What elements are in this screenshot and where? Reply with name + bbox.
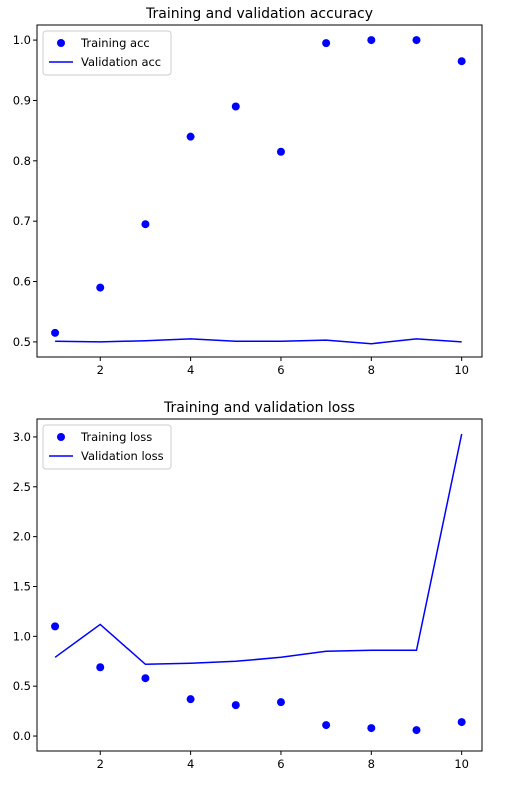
x-tick-label: 2: [97, 757, 104, 771]
y-tick-label: 0.5: [13, 335, 31, 349]
loss-chart: Training and validation loss 2 4 6 8 10 0.0 0.5…: [13, 400, 483, 771]
data-point: [186, 695, 195, 704]
data-point: [141, 674, 150, 683]
data-point: [231, 102, 240, 111]
legend-label: Training loss: [80, 430, 152, 444]
x-tick-label: 10: [454, 757, 469, 771]
data-point: [276, 698, 285, 707]
y-tick-label: 0.8: [13, 154, 31, 168]
x-tick-label: 6: [277, 757, 284, 771]
y-tick-label: 0.9: [13, 93, 31, 107]
x-tick-label: 4: [187, 363, 194, 377]
x-tick-label: 8: [368, 757, 375, 771]
data-point: [96, 663, 105, 672]
plot-frame: [36, 24, 483, 358]
y-tick-label: 0.6: [13, 275, 31, 289]
data-point: [276, 147, 285, 156]
y-tick-label: 1.5: [13, 579, 31, 593]
data-point: [96, 283, 105, 292]
y-tick-label: 2.5: [13, 480, 31, 494]
data-point: [141, 220, 150, 229]
series-line-1: [54, 433, 463, 666]
data-point: [412, 36, 421, 45]
data-point: [51, 622, 60, 631]
legend-box: [42, 30, 172, 76]
y-tick-label: 3.0: [13, 430, 31, 444]
chart-title: Training and validation accuracy: [145, 6, 373, 22]
accuracy-chart: Training and validation accuracy 2 4 6 8 10 0.…: [13, 6, 483, 377]
y-tick-label: 0.7: [13, 214, 31, 228]
data-point: [322, 39, 331, 48]
y-tick-label: 0.0: [13, 729, 31, 743]
legend-label: Training acc: [80, 36, 150, 50]
legend-marker-swatch: [57, 39, 65, 47]
x-tick-label: 4: [187, 757, 194, 771]
data-point: [186, 132, 195, 141]
y-tick-label: 1.0: [13, 33, 31, 47]
legend-marker-swatch: [57, 433, 65, 441]
data-point: [367, 724, 376, 733]
y-tick-label: 1.0: [13, 629, 31, 643]
data-point: [367, 36, 376, 45]
data-point: [457, 718, 466, 727]
series-line-1: [55, 338, 462, 345]
legend-box: [42, 424, 172, 470]
data-point: [322, 721, 331, 730]
y-tick-label: 0.5: [13, 679, 31, 693]
data-point: [457, 57, 466, 66]
data-point: [231, 701, 240, 710]
legend-label: Validation acc: [81, 55, 161, 69]
x-tick-label: 8: [368, 363, 375, 377]
x-tick-label: 6: [277, 363, 284, 377]
x-tick-label: 10: [454, 363, 469, 377]
plot-frame: [36, 418, 483, 752]
legend-label: Validation loss: [81, 449, 164, 463]
x-tick-label: 2: [97, 363, 104, 377]
y-tick-label: 2.0: [13, 530, 31, 544]
data-point: [51, 328, 60, 337]
data-point: [412, 726, 421, 735]
chart-title: Training and validation loss: [163, 400, 355, 416]
